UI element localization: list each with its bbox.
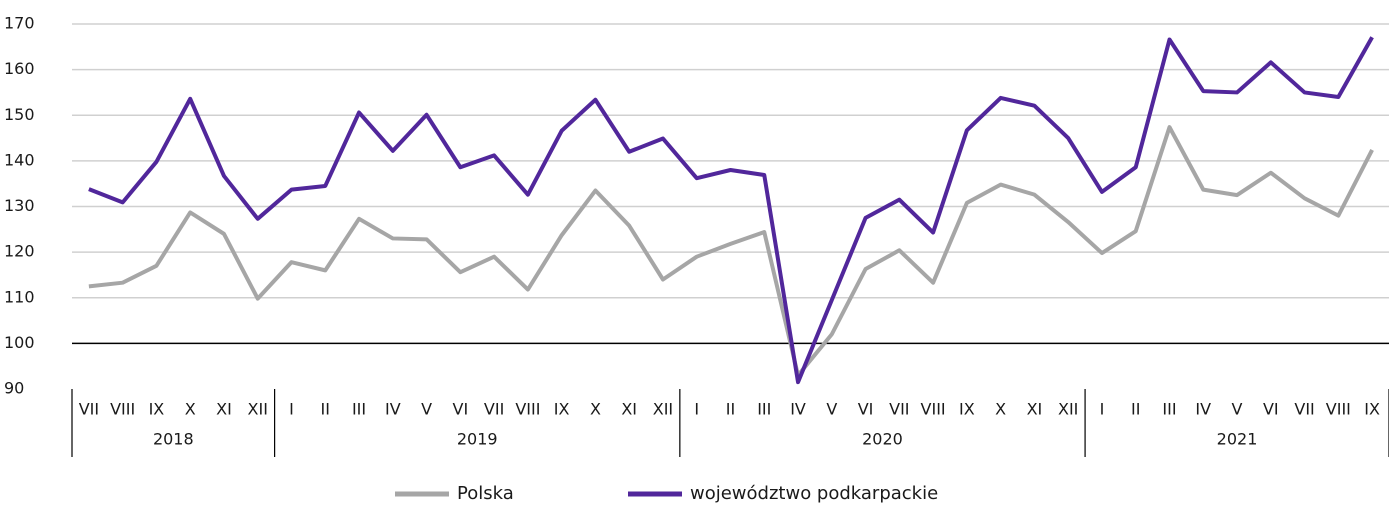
x-group-label: 2018: [153, 430, 194, 449]
x-tick-label: IX: [554, 400, 570, 419]
x-tick-label: I: [1100, 400, 1105, 419]
x-tick-label: I: [694, 400, 699, 419]
legend-label: województwo podkarpackie: [690, 483, 938, 504]
x-tick-label: XII: [653, 400, 673, 419]
y-tick-label: 140: [4, 150, 35, 169]
x-tick-label: VI: [453, 400, 469, 419]
y-tick-label: 130: [4, 196, 35, 215]
x-group-label: 2021: [1217, 430, 1258, 449]
x-tick-label: VII: [889, 400, 909, 419]
x-tick-label: IX: [959, 400, 975, 419]
x-tick-label: VIII: [110, 400, 135, 419]
y-tick-label: 90: [4, 379, 24, 398]
x-tick-label: IV: [790, 400, 806, 419]
y-tick-label: 170: [4, 14, 35, 33]
x-tick-label: VIII: [921, 400, 946, 419]
series-line: [88, 125, 1374, 378]
x-tick-label: III: [1162, 400, 1176, 419]
x-tick-label: XII: [1058, 400, 1078, 419]
x-tick-label: III: [757, 400, 771, 419]
x-tick-label: VI: [858, 400, 874, 419]
x-tick-label: XI: [216, 400, 232, 419]
legend-label: Polska: [457, 483, 514, 504]
x-tick-label: IX: [1364, 400, 1380, 419]
y-tick-label: 120: [4, 242, 35, 261]
x-tick-label: I: [289, 400, 294, 419]
x-tick-label: XI: [1027, 400, 1043, 419]
x-group-label: 2020: [862, 430, 903, 449]
x-tick-label: II: [726, 400, 735, 419]
series-line: [88, 36, 1374, 385]
y-tick-label: 160: [4, 59, 35, 78]
x-tick-label: V: [826, 400, 837, 419]
y-tick-label: 150: [4, 105, 35, 124]
x-tick-label: III: [352, 400, 366, 419]
x-tick-label: VII: [79, 400, 99, 419]
x-tick-label: X: [590, 400, 601, 419]
x-tick-label: II: [321, 400, 330, 419]
x-tick-label: V: [421, 400, 432, 419]
x-tick-label: VI: [1263, 400, 1279, 419]
x-tick-label: VIII: [515, 400, 540, 419]
x-tick-label: IV: [385, 400, 401, 419]
x-tick-label: VII: [1294, 400, 1314, 419]
x-tick-label: IV: [1195, 400, 1211, 419]
x-tick-label: VII: [484, 400, 504, 419]
x-group-label: 2019: [457, 430, 498, 449]
x-tick-label: X: [185, 400, 196, 419]
x-tick-label: XII: [248, 400, 268, 419]
x-tick-label: IX: [149, 400, 165, 419]
x-tick-label: VIII: [1326, 400, 1351, 419]
x-tick-label: X: [995, 400, 1006, 419]
x-tick-label: V: [1232, 400, 1243, 419]
y-tick-label: 110: [4, 287, 35, 306]
x-tick-label: II: [1131, 400, 1140, 419]
x-tick-label: XI: [621, 400, 637, 419]
y-tick-label: 100: [4, 333, 35, 352]
